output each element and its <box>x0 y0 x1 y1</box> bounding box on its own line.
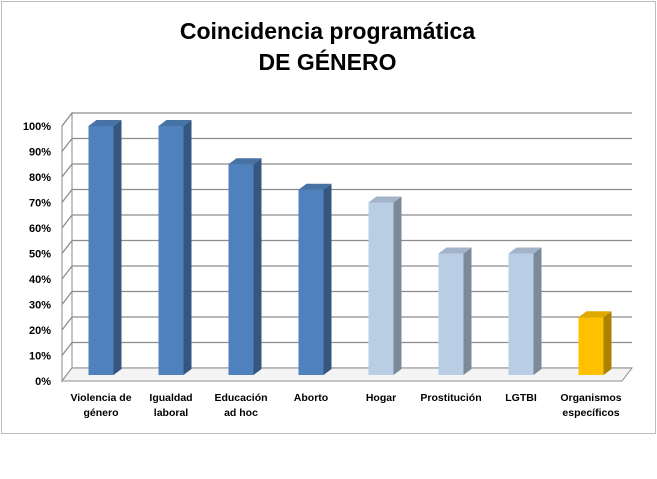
chart-title-line-2: DE GÉNERO <box>258 49 397 75</box>
y-tick-label: 40% <box>29 274 51 286</box>
gridline <box>61 112 632 127</box>
bar-side <box>113 120 122 375</box>
bar-top <box>578 311 612 318</box>
bar-side <box>603 311 612 375</box>
bar-side <box>533 247 542 375</box>
chart-floor <box>60 367 634 382</box>
y-tick-label: 0% <box>35 376 51 388</box>
bar-side <box>253 158 262 375</box>
y-tick-label: 10% <box>29 351 51 363</box>
bar <box>368 202 394 375</box>
gridline <box>61 239 632 254</box>
bar-side <box>463 247 472 375</box>
x-tick-label: LGTBI <box>505 392 537 404</box>
x-tick-label: Prostitución <box>420 392 481 404</box>
y-tick-label: 30% <box>29 300 51 312</box>
bar-top <box>158 120 192 126</box>
bar <box>438 253 464 375</box>
bar-side <box>183 120 192 375</box>
bar-side <box>323 183 332 375</box>
bar <box>88 126 114 375</box>
bar-top <box>228 158 262 165</box>
gridline <box>61 137 632 152</box>
gridline <box>61 341 632 356</box>
gridline <box>61 290 632 305</box>
bar-top <box>298 183 332 190</box>
chart-title: Coincidencia programática DE GÉNERO <box>0 16 655 78</box>
x-tick-label: Igualdad laboral <box>149 392 192 419</box>
x-tick-label: Educación ad hoc <box>214 392 267 419</box>
chart-title-line-1: Coincidencia programática <box>179 18 476 44</box>
bar-top <box>508 247 542 254</box>
bar <box>298 189 324 375</box>
bar-side <box>393 196 402 375</box>
bar-top <box>88 120 122 126</box>
bar <box>228 164 254 375</box>
bar <box>508 253 534 375</box>
gridline <box>61 163 632 178</box>
x-tick-label: Organismos específicos <box>560 392 621 419</box>
bar <box>158 126 184 375</box>
x-tick-label: Violencia de género <box>70 392 131 419</box>
x-tick-label: Hogar <box>366 392 396 404</box>
gridline <box>61 265 632 280</box>
gridline <box>61 316 632 331</box>
x-tick-label: Aborto <box>294 392 328 404</box>
gridline <box>61 214 632 229</box>
bar-top <box>368 196 402 203</box>
y-tick-label: 90% <box>29 147 51 159</box>
y-tick-label: 20% <box>29 325 51 337</box>
y-tick-label: 100% <box>23 121 51 133</box>
y-tick-label: 70% <box>29 198 51 210</box>
bar <box>578 317 604 375</box>
y-tick-label: 50% <box>29 249 51 261</box>
y-tick-label: 80% <box>29 172 51 184</box>
gridline <box>61 188 632 203</box>
y-tick-label: 60% <box>29 223 51 235</box>
bar-top <box>438 247 472 254</box>
